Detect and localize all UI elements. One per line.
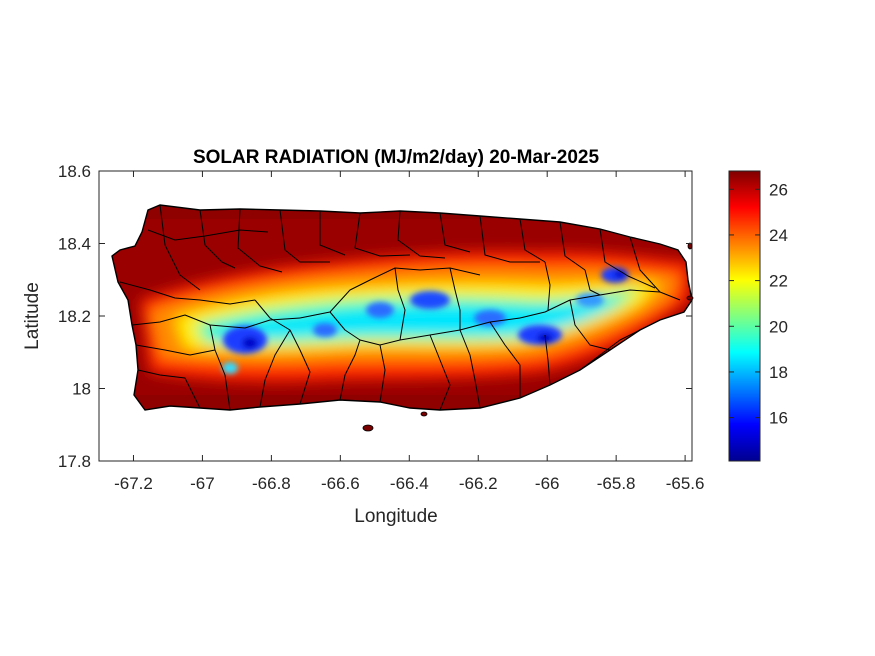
y-tick-label: 18.6 xyxy=(58,162,91,181)
x-tick-label: -67.2 xyxy=(114,474,153,493)
colorbar-tick-label: 26 xyxy=(769,180,788,199)
chart-title: SOLAR RADIATION (MJ/m2/day) 20-Mar-2025 xyxy=(193,147,600,168)
y-axis: 18.6 18.4 18.2 18 17.8 xyxy=(58,162,692,471)
colorbar: 26 24 22 20 18 16 xyxy=(728,170,788,462)
x-tick-label: -65.6 xyxy=(666,474,705,493)
colorbar-tick-label: 16 xyxy=(769,409,788,428)
x-tick-label: -65.8 xyxy=(597,474,636,493)
x-tick-label: -66.2 xyxy=(459,474,498,493)
offshore-islands xyxy=(362,242,694,432)
x-tick-label: -67 xyxy=(190,474,215,493)
colorbar-tick-label: 18 xyxy=(769,363,788,382)
x-tick-label: -66.6 xyxy=(321,474,360,493)
colorbar-tick-label: 20 xyxy=(769,317,788,336)
y-tick-label: 18 xyxy=(72,380,91,399)
colorbar-gradient xyxy=(728,170,761,462)
y-tick-label: 17.8 xyxy=(58,452,91,471)
municipality-borders xyxy=(119,204,681,411)
x-tick-label: -66 xyxy=(535,474,560,493)
colorbar-tick-label: 22 xyxy=(769,272,788,291)
x-tick-label: -66.8 xyxy=(252,474,291,493)
y-tick-label: 18.2 xyxy=(58,307,91,326)
colorbar-tick-label: 24 xyxy=(769,226,788,245)
x-axis-label: Longitude xyxy=(354,506,437,527)
y-axis-label: Latitude xyxy=(22,282,43,350)
colorbar-ticks: 26 24 22 20 18 16 xyxy=(729,180,788,428)
y-tick-label: 18.4 xyxy=(58,235,91,254)
x-axis: -67.2 -67 -66.8 -66.6 -66.4 -66.2 -66 -65.8 -65.… xyxy=(114,171,704,493)
x-tick-label: -66.4 xyxy=(390,474,429,493)
